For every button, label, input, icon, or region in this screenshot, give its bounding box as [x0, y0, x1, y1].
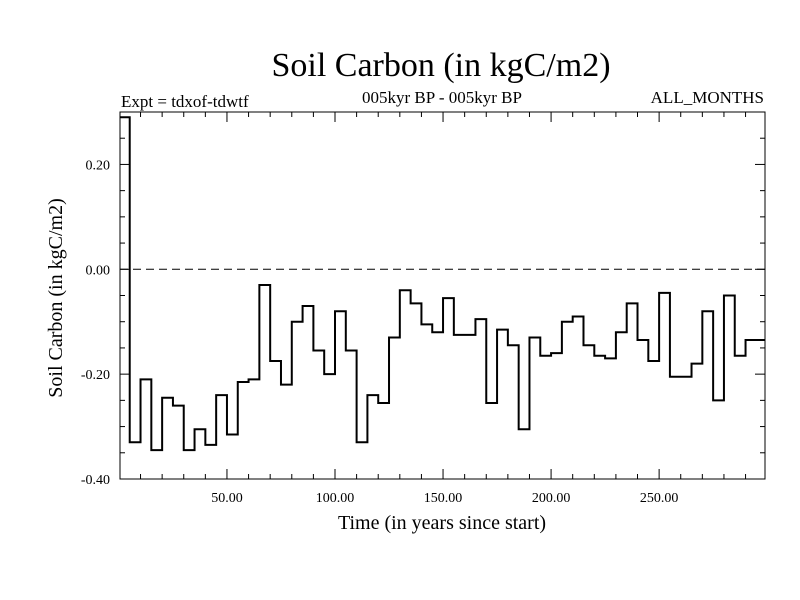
x-tick-label: 250.00	[640, 491, 679, 506]
y-tick-label: -0.20	[81, 368, 110, 383]
plot-frame	[119, 111, 766, 480]
tick-labels: 50.00 100.00 150.00 200.00 250.00 -0.40 -0.20 0…	[81, 158, 679, 506]
x-tick-label: 150.00	[424, 491, 463, 506]
y-axis-title: Soil Carbon (in kgC/m2)	[45, 198, 67, 397]
y-tick-label: 0.20	[86, 158, 111, 173]
x-tick-label: 50.00	[211, 491, 243, 506]
y-tick-label: 0.00	[86, 263, 111, 278]
experiment-label: Expt = tdxof-tdwtf	[121, 92, 249, 111]
x-tick-label: 200.00	[532, 491, 571, 506]
data-series	[120, 116, 765, 452]
axis-ticks	[120, 111, 765, 480]
y-tick-label: -0.40	[81, 473, 110, 488]
chart-subtitle: 005kyr BP - 005kyr BP	[362, 88, 522, 107]
soil-carbon-step-line	[120, 116, 765, 452]
chart-title: Soil Carbon (in kgC/m2)	[271, 47, 610, 84]
period-label: ALL_MONTHS	[651, 88, 764, 107]
x-tick-label: 100.00	[316, 491, 355, 506]
x-axis-title: Time (in years since start)	[338, 512, 546, 534]
